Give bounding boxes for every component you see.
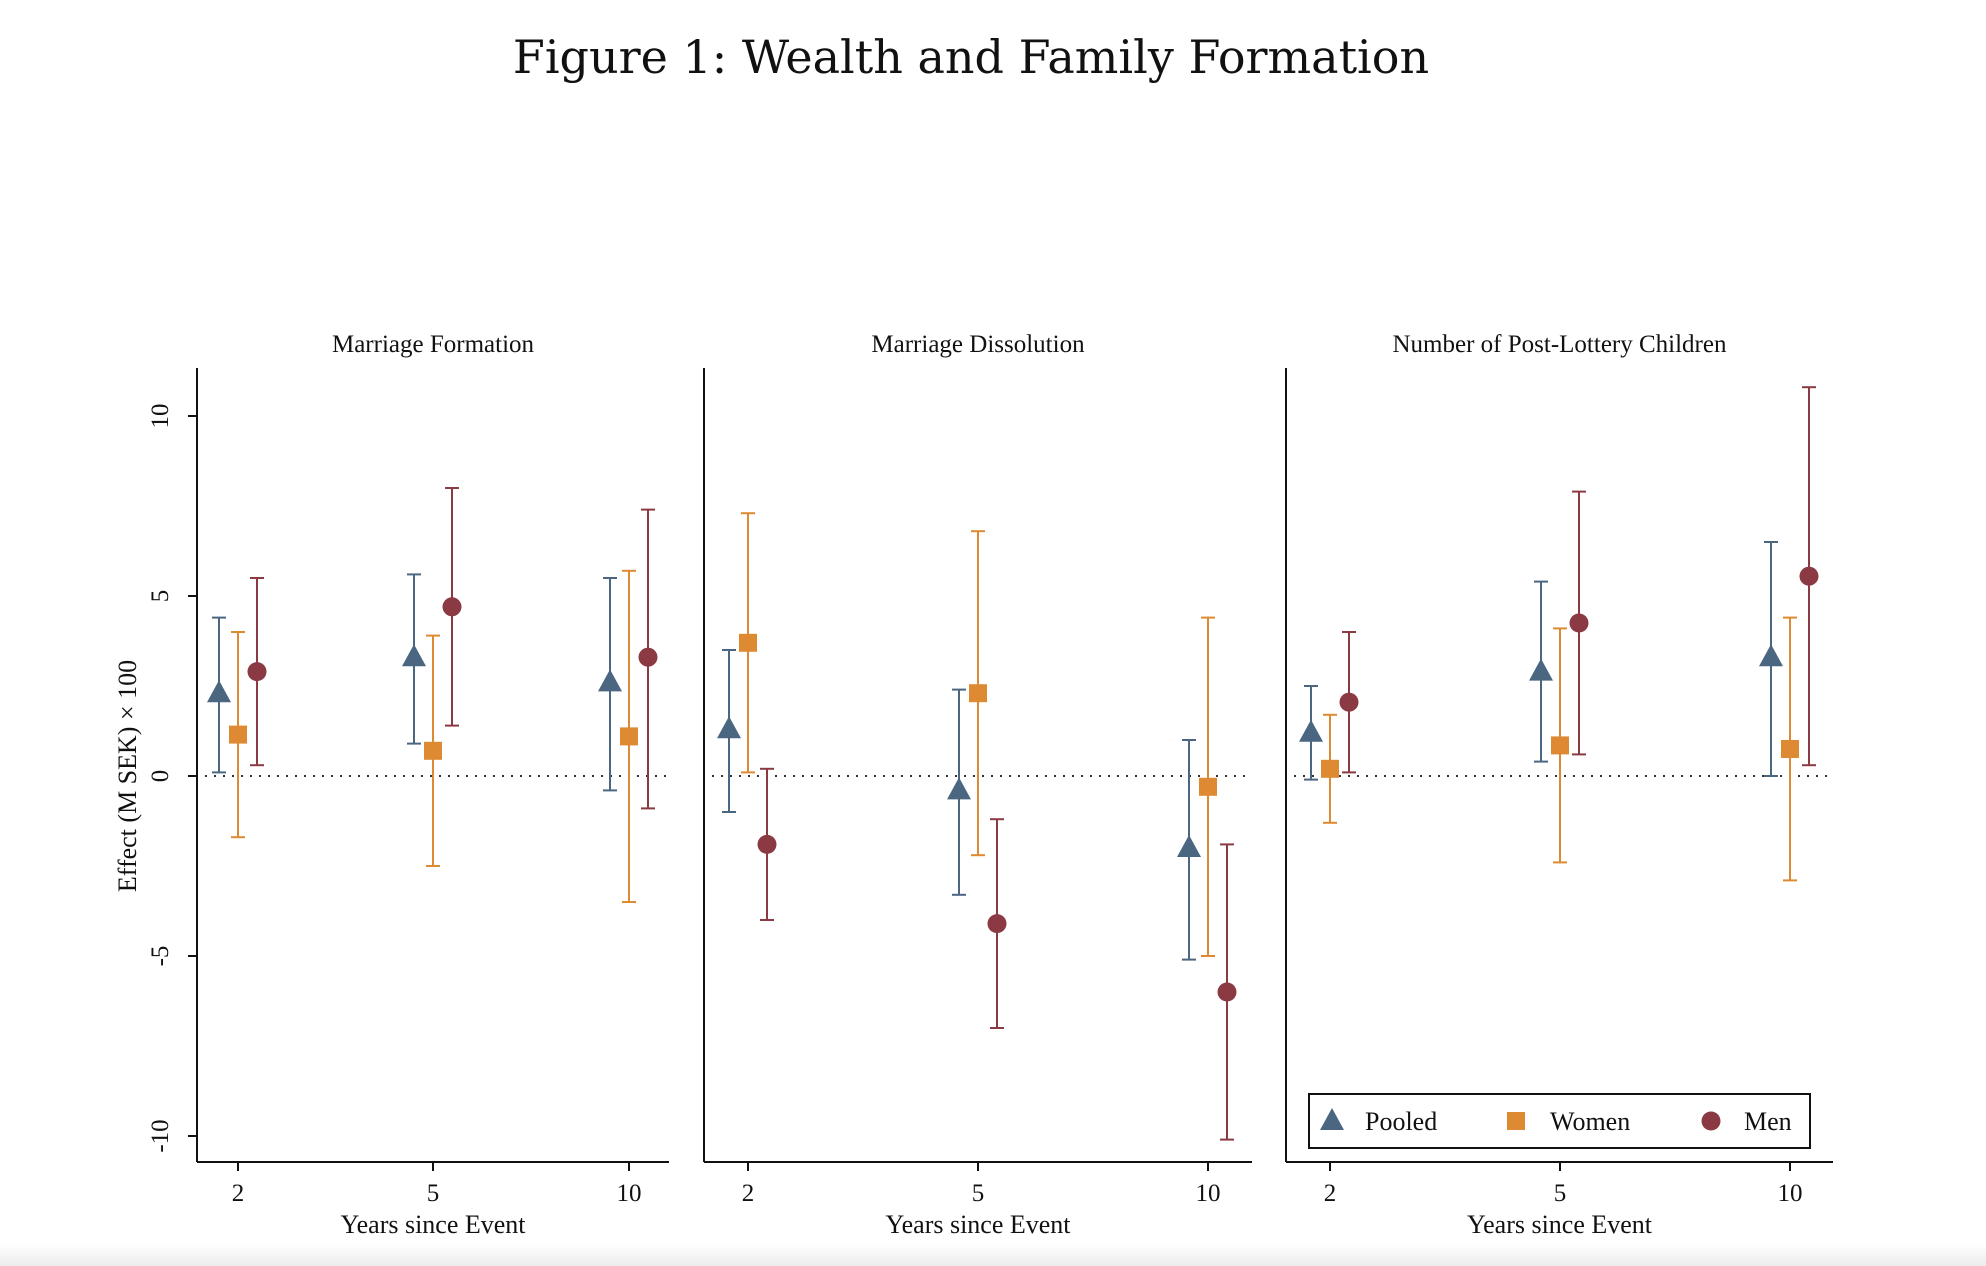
legend-pooled-label: Pooled	[1365, 1107, 1437, 1136]
panel-2-men-point	[757, 834, 777, 854]
legend-women-label: Women	[1550, 1107, 1630, 1136]
panel-3-x-tick-label: 2	[1324, 1180, 1337, 1207]
panel-3-men-point	[1569, 613, 1589, 633]
panel-1-women-point	[424, 741, 442, 760]
panel-2-x-tick-label: 5	[972, 1180, 985, 1207]
panel-1-men-point	[638, 647, 658, 667]
panel-2-pooled-point	[717, 716, 741, 739]
panel-1-y-tick-label: 0	[147, 770, 174, 783]
panel-1-x-tick-label: 5	[427, 1180, 440, 1207]
legend-box	[1308, 1093, 1811, 1149]
panel-2-men-point	[1217, 982, 1237, 1002]
figure-title: Figure 1: Wealth and Family Formation	[512, 30, 1430, 84]
panel-1-pooled-point	[207, 680, 231, 703]
panel-3-women-point	[1781, 740, 1799, 758]
panel-1-x-tick-label: 10	[617, 1180, 642, 1207]
legend-men-marker	[1701, 1111, 1721, 1131]
panel-2-women-point	[969, 684, 987, 703]
panel-1-y-tick-label: -5	[147, 946, 174, 967]
panel-1-title: Marriage Formation	[332, 331, 535, 358]
panel-2-men-point	[987, 914, 1007, 934]
panel-1-y-tick-label: -10	[147, 1119, 174, 1152]
legend-pooled-marker	[1320, 1108, 1344, 1130]
panel-1-x-tick-label: 2	[232, 1180, 245, 1207]
panel-3-pooled-point	[1529, 658, 1553, 681]
panel-3-x-axis-label: Years since Event	[1467, 1210, 1653, 1239]
panel-1-y-axis-label: Effect (M SEK) × 100	[113, 660, 142, 892]
panel-2-women-point	[739, 633, 757, 652]
panel-2-pooled-point	[947, 777, 971, 800]
panel-1-men-point	[247, 662, 267, 682]
legend-women-marker	[1507, 1112, 1525, 1130]
panel-2-x-axis-label: Years since Event	[885, 1210, 1071, 1239]
panel-2-women-point	[1199, 777, 1217, 796]
panel-1-pooled-point	[598, 669, 622, 692]
panel-2-x-tick-label: 2	[742, 1180, 755, 1207]
panel-3-x-tick-label: 5	[1554, 1180, 1567, 1207]
panel-2-title: Marriage Dissolution	[871, 331, 1085, 358]
panel-1-y-tick-label: 10	[147, 404, 174, 429]
panel-1-y-tick-label: 5	[147, 590, 174, 603]
panel-3-pooled-point	[1759, 644, 1783, 667]
panel-3-women-point	[1551, 736, 1569, 755]
panel-1-pooled-point	[402, 644, 426, 667]
legend-men-label: Men	[1744, 1107, 1792, 1136]
panel-3-men-point	[1799, 566, 1819, 586]
panel-3-men-point	[1339, 692, 1359, 712]
panel-1-men-point	[442, 597, 462, 617]
panel-3-title: Number of Post-Lottery Children	[1393, 331, 1727, 358]
panel-3-women-point	[1321, 759, 1339, 778]
panel-3-pooled-point	[1299, 719, 1323, 742]
panel-1-women-point	[229, 725, 247, 744]
panel-2-x-tick-label: 10	[1196, 1180, 1221, 1207]
panel-3-x-tick-label: 10	[1778, 1180, 1803, 1207]
panel-1-women-point	[620, 727, 638, 746]
panel-2-pooled-point	[1177, 835, 1201, 857]
panel-1-x-axis-label: Years since Event	[340, 1210, 526, 1239]
bottom-shadow-band	[0, 1244, 1986, 1266]
